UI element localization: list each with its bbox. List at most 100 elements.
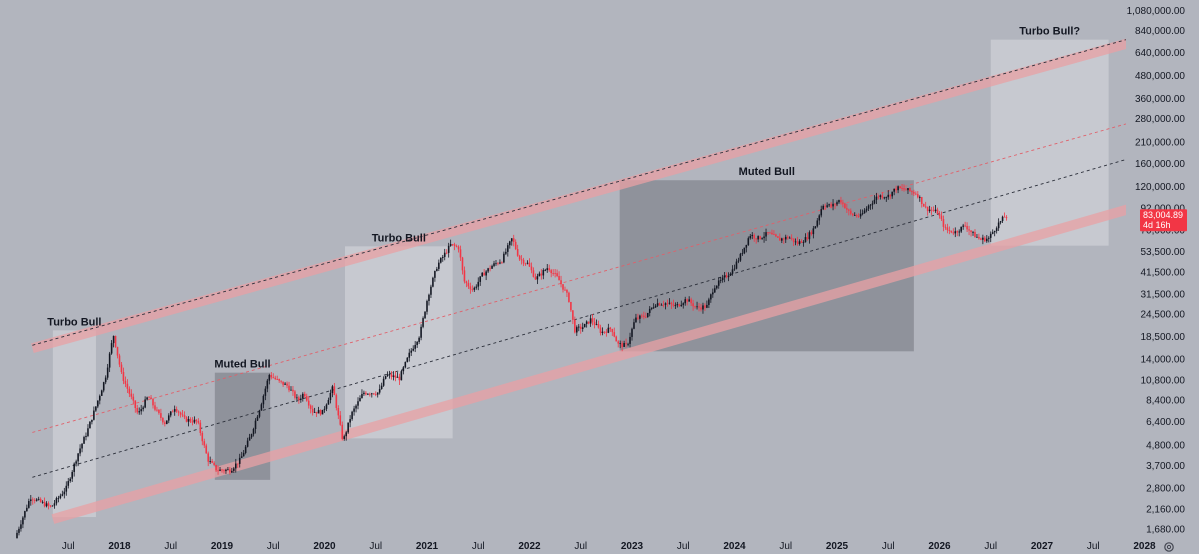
candle-body bbox=[842, 202, 844, 204]
price-tick-label: 31,500.00 bbox=[1141, 289, 1186, 300]
candle-body bbox=[91, 419, 93, 422]
candle-body bbox=[603, 331, 606, 333]
candle-body bbox=[35, 499, 38, 501]
candle-body bbox=[562, 284, 564, 290]
candle-body bbox=[589, 318, 592, 324]
candle-body bbox=[574, 319, 576, 333]
candle-body bbox=[303, 393, 306, 397]
candle-body bbox=[189, 418, 192, 422]
candle-body bbox=[712, 292, 714, 295]
candle-body bbox=[989, 233, 992, 238]
candle-body bbox=[849, 210, 852, 214]
candle-body bbox=[483, 272, 485, 276]
candle-body bbox=[658, 303, 661, 306]
candle-body bbox=[93, 410, 95, 420]
candle-body bbox=[386, 374, 389, 376]
time-axis[interactable]: Jul 2018 Jul 2019 Jul 2020 Jul 2021 Jul 2022 Jul 20… bbox=[62, 541, 1156, 552]
candle-body bbox=[984, 237, 986, 242]
candle-body bbox=[777, 236, 779, 238]
candle-body bbox=[857, 216, 860, 217]
price-axis[interactable]: 1,680.00 2,160.00 2,800.00 3,700.00 4,800.00… bbox=[1127, 6, 1186, 536]
candle-body bbox=[166, 420, 168, 424]
candle-body bbox=[700, 307, 702, 310]
candle-body bbox=[670, 302, 673, 305]
candle-body bbox=[282, 381, 284, 385]
candle-body bbox=[497, 263, 499, 265]
candle-body bbox=[576, 327, 578, 333]
candle-body bbox=[583, 323, 586, 328]
candle-body bbox=[877, 196, 880, 198]
turbo-bull-zone bbox=[990, 39, 1109, 246]
candle-body bbox=[946, 227, 949, 231]
candle-body bbox=[41, 501, 44, 503]
candle-body bbox=[781, 238, 783, 241]
candle-body bbox=[449, 244, 452, 246]
candle-body bbox=[146, 397, 148, 400]
candle-body bbox=[922, 203, 925, 207]
candle-body bbox=[526, 262, 529, 264]
candle-body bbox=[83, 437, 85, 444]
candle-body bbox=[479, 276, 482, 282]
candle-body bbox=[771, 232, 773, 235]
candle-body bbox=[599, 327, 602, 333]
candle-body bbox=[501, 262, 503, 264]
time-tick-label: 2020 bbox=[313, 541, 336, 552]
candle-body bbox=[382, 378, 385, 386]
candle-body bbox=[252, 429, 255, 435]
candle-body bbox=[156, 409, 158, 411]
candle-body bbox=[79, 448, 81, 454]
candle-body bbox=[270, 374, 273, 378]
candle-body bbox=[436, 268, 438, 271]
candle-body bbox=[918, 197, 921, 198]
candle-body bbox=[215, 464, 217, 471]
candle-body bbox=[475, 286, 478, 288]
candle-body bbox=[727, 275, 730, 278]
candle-body bbox=[704, 305, 706, 308]
candle-body bbox=[144, 399, 146, 408]
candle-body bbox=[217, 470, 219, 472]
candle-body bbox=[489, 268, 491, 270]
candle-body bbox=[721, 277, 724, 281]
candle-body bbox=[276, 379, 278, 380]
candle-body bbox=[581, 327, 584, 329]
candle-body bbox=[59, 495, 62, 498]
time-tick-label: Jul bbox=[62, 541, 75, 552]
candle-body bbox=[29, 499, 32, 502]
candle-body bbox=[743, 247, 746, 254]
settings-gear-icon[interactable] bbox=[1164, 542, 1174, 552]
candle-body bbox=[814, 226, 817, 229]
candle-body bbox=[706, 304, 708, 308]
candle-body bbox=[162, 417, 164, 423]
candle-body bbox=[223, 470, 225, 472]
price-tick-label: 10,800.00 bbox=[1141, 375, 1186, 386]
candle-body bbox=[380, 385, 383, 390]
candle-body bbox=[800, 241, 803, 243]
candle-body bbox=[140, 409, 142, 412]
candle-body bbox=[719, 280, 722, 281]
candle-body bbox=[388, 374, 391, 376]
candle-body bbox=[179, 412, 182, 415]
candle-body bbox=[883, 197, 886, 199]
candle-body bbox=[980, 238, 982, 240]
candle-body bbox=[292, 389, 294, 392]
candle-body bbox=[390, 374, 393, 377]
candle-body bbox=[546, 268, 549, 270]
candle-body bbox=[763, 236, 765, 239]
candle-body bbox=[688, 299, 690, 302]
candle-body bbox=[406, 357, 409, 362]
candle-body bbox=[296, 397, 298, 399]
candle-body bbox=[61, 494, 64, 496]
candle-body bbox=[148, 397, 150, 399]
candle-body bbox=[735, 261, 738, 269]
candle-body bbox=[717, 280, 720, 286]
candle-body bbox=[962, 225, 964, 227]
candle-body bbox=[142, 407, 144, 410]
candle-body bbox=[560, 280, 562, 285]
candle-body bbox=[633, 322, 635, 329]
candle-body bbox=[507, 245, 509, 252]
mid-red bbox=[32, 123, 1126, 433]
candle-body bbox=[917, 194, 919, 198]
candle-body bbox=[648, 308, 651, 313]
candle-body bbox=[522, 259, 525, 264]
